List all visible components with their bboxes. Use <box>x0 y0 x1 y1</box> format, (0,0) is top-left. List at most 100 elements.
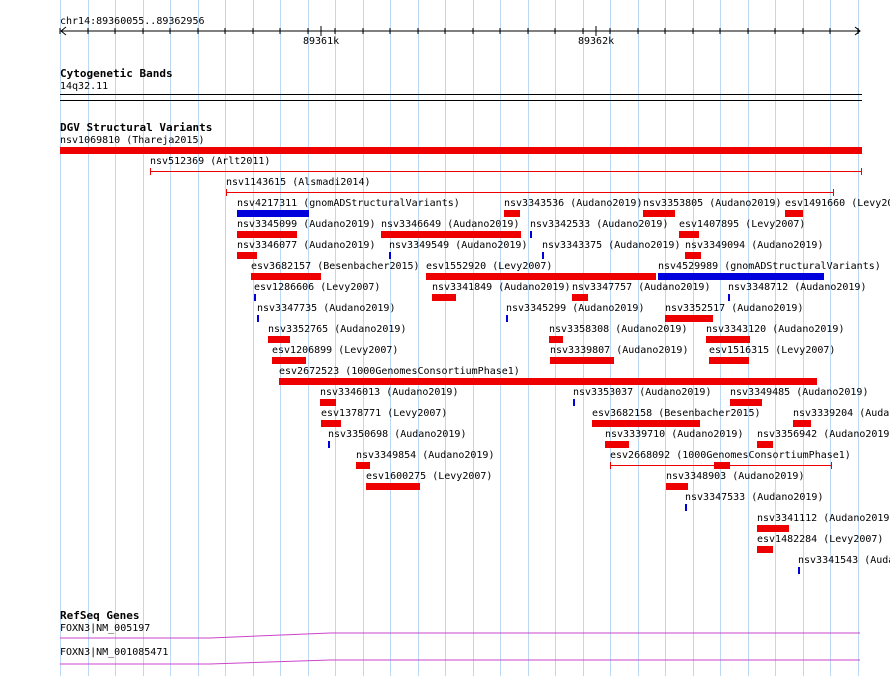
dgv-feature-label[interactable]: nsv3353037 (Audano2019) <box>573 387 712 398</box>
dgv-feature-range[interactable] <box>150 171 862 172</box>
dgv-feature-label[interactable]: esv2672523 (1000GenomesConsortiumPhase1) <box>279 366 520 377</box>
dgv-feature-bar[interactable] <box>573 399 575 406</box>
dgv-feature-label[interactable]: nsv3346649 (Audano2019) <box>381 219 520 230</box>
dgv-feature-label[interactable]: nsv1069810 (Thareja2015) <box>60 135 205 146</box>
cytoband-bar-top[interactable] <box>60 94 862 95</box>
dgv-feature-bar[interactable] <box>356 462 370 469</box>
dgv-feature-bar[interactable] <box>254 294 256 301</box>
dgv-feature-label[interactable]: esv3682157 (Besenbacher2015) <box>251 261 420 272</box>
dgv-feature-label[interactable]: nsv1143615 (Alsmadi2014) <box>226 177 371 188</box>
dgv-feature-label[interactable]: nsv3358308 (Audano2019) <box>549 324 688 335</box>
dgv-feature-bar[interactable] <box>542 252 544 259</box>
dgv-feature-label[interactable]: nsv3356942 (Audano2019) <box>757 429 890 440</box>
dgv-feature-label[interactable]: nsv3349485 (Audano2019) <box>730 387 869 398</box>
dgv-feature-bar[interactable] <box>550 357 614 364</box>
dgv-feature-label[interactable]: nsv3353805 (Audano2019) <box>643 198 782 209</box>
dgv-feature-label[interactable]: esv1516315 (Levy2007) <box>709 345 836 356</box>
dgv-feature-label[interactable]: nsv3349094 (Audano2019) <box>685 240 824 251</box>
dgv-feature-bar[interactable] <box>572 294 588 301</box>
dgv-feature-bar[interactable] <box>237 252 257 259</box>
dgv-feature-label[interactable]: nsv3341543 (Audano2019) <box>798 555 890 566</box>
dgv-feature-label[interactable]: nsv3352765 (Audano2019) <box>268 324 407 335</box>
dgv-feature-bar[interactable] <box>366 483 420 490</box>
dgv-feature-bar[interactable] <box>665 315 713 322</box>
dgv-feature-bar[interactable] <box>757 441 773 448</box>
dgv-feature-label[interactable]: nsv3348903 (Audano2019) <box>666 471 805 482</box>
dgv-feature-bar[interactable] <box>709 357 749 364</box>
dgv-feature-bar[interactable] <box>798 567 800 574</box>
dgv-feature-label[interactable]: nsv512369 (Arlt2011) <box>150 156 271 167</box>
dgv-feature-bar[interactable] <box>730 399 762 406</box>
dgv-feature-label[interactable]: nsv3342533 (Audano2019) <box>530 219 669 230</box>
dgv-feature-bar[interactable] <box>685 504 687 511</box>
dgv-feature-bar[interactable] <box>272 357 306 364</box>
dgv-feature-bar[interactable] <box>785 210 803 217</box>
dgv-feature-label[interactable]: nsv3339710 (Audano2019) <box>605 429 744 440</box>
dgv-feature-bar[interactable] <box>793 420 811 427</box>
dgv-feature-bar[interactable] <box>389 252 391 259</box>
dgv-feature-label[interactable]: esv1491660 (Levy2007) <box>785 198 890 209</box>
dgv-feature-label[interactable]: esv1286606 (Levy2007) <box>254 282 381 293</box>
dgv-feature-label[interactable]: nsv3347533 (Audano2019) <box>685 492 824 503</box>
dgv-feature-label[interactable]: esv1600275 (Levy2007) <box>366 471 493 482</box>
ruler[interactable] <box>0 0 890 60</box>
dgv-feature-label[interactable]: nsv3348712 (Audano2019) <box>728 282 867 293</box>
dgv-feature-label[interactable]: esv2668092 (1000GenomesConsortiumPhase1) <box>610 450 851 461</box>
dgv-feature-bar[interactable] <box>504 210 520 217</box>
dgv-feature-label[interactable]: nsv3349549 (Audano2019) <box>389 240 528 251</box>
dgv-feature-label[interactable]: esv1552920 (Levy2007) <box>426 261 553 272</box>
dgv-feature-bar[interactable] <box>592 420 700 427</box>
cytoband-bar-bottom[interactable] <box>60 100 862 101</box>
dgv-feature-bar[interactable] <box>257 315 259 322</box>
dgv-feature-bar[interactable] <box>666 483 688 490</box>
dgv-feature-bar[interactable] <box>237 210 309 217</box>
dgv-feature-bar[interactable] <box>549 336 563 343</box>
dgv-feature-bar[interactable] <box>381 231 521 238</box>
dgv-feature-bar[interactable] <box>268 336 290 343</box>
dgv-feature-bar[interactable] <box>530 231 532 238</box>
dgv-feature-label[interactable]: nsv3341112 (Audano2019) <box>757 513 890 524</box>
dgv-feature-label[interactable]: nsv3343375 (Audano2019) <box>542 240 681 251</box>
dgv-feature-bar[interactable] <box>432 294 456 301</box>
dgv-feature-label[interactable]: nsv3347757 (Audano2019) <box>572 282 711 293</box>
dgv-feature-label[interactable]: nsv3343536 (Audano2019) <box>504 198 643 209</box>
dgv-feature-label[interactable]: nsv3345099 (Audano2019) <box>237 219 376 230</box>
dgv-feature-range[interactable] <box>226 192 834 193</box>
dgv-feature-label[interactable]: nsv4529989 (gnomADStructuralVariants) <box>658 261 881 272</box>
dgv-feature-label[interactable]: nsv3350698 (Audano2019) <box>328 429 467 440</box>
dgv-feature-label[interactable]: nsv3346013 (Audano2019) <box>320 387 459 398</box>
dgv-feature-label[interactable]: esv1482284 (Levy2007) <box>757 534 884 545</box>
dgv-feature-bar[interactable] <box>251 273 321 280</box>
dgv-feature-bar[interactable] <box>706 336 750 343</box>
dgv-feature-bar[interactable] <box>685 252 701 259</box>
dgv-feature-label[interactable]: nsv3343120 (Audano2019) <box>706 324 845 335</box>
dgv-feature-label[interactable]: nsv3339807 (Audano2019) <box>550 345 689 356</box>
dgv-feature-bar[interactable] <box>728 294 730 301</box>
dgv-feature-label[interactable]: esv1378771 (Levy2007) <box>321 408 448 419</box>
dgv-feature-label[interactable]: nsv3346077 (Audano2019) <box>237 240 376 251</box>
dgv-feature-bar[interactable] <box>320 399 336 406</box>
dgv-feature-label[interactable]: nsv3345299 (Audano2019) <box>506 303 645 314</box>
dgv-feature-label[interactable]: nsv3341849 (Audano2019) <box>432 282 571 293</box>
dgv-feature-bar[interactable] <box>757 525 789 532</box>
dgv-feature-bar[interactable] <box>506 315 508 322</box>
dgv-feature-label[interactable]: esv1206899 (Levy2007) <box>272 345 399 356</box>
dgv-feature-bar[interactable] <box>328 441 330 448</box>
dgv-feature-label[interactable]: nsv3352517 (Audano2019) <box>665 303 804 314</box>
dgv-feature-bar[interactable] <box>279 378 817 385</box>
dgv-feature-bar[interactable] <box>60 147 862 154</box>
dgv-feature-bar[interactable] <box>658 273 824 280</box>
dgv-feature-label[interactable]: esv1407895 (Levy2007) <box>679 219 806 230</box>
dgv-feature-bar[interactable] <box>321 420 341 427</box>
dgv-feature-bar[interactable] <box>237 231 297 238</box>
dgv-feature-bar[interactable] <box>757 546 773 553</box>
dgv-feature-label[interactable]: nsv3347735 (Audano2019) <box>257 303 396 314</box>
dgv-feature-block[interactable] <box>714 462 730 469</box>
dgv-feature-label[interactable]: nsv3339204 (Audano2019) <box>793 408 890 419</box>
dgv-feature-bar[interactable] <box>679 231 699 238</box>
dgv-feature-label[interactable]: nsv3349854 (Audano2019) <box>356 450 495 461</box>
dgv-feature-bar[interactable] <box>426 273 656 280</box>
dgv-feature-label[interactable]: nsv4217311 (gnomADStructuralVariants) <box>237 198 460 209</box>
